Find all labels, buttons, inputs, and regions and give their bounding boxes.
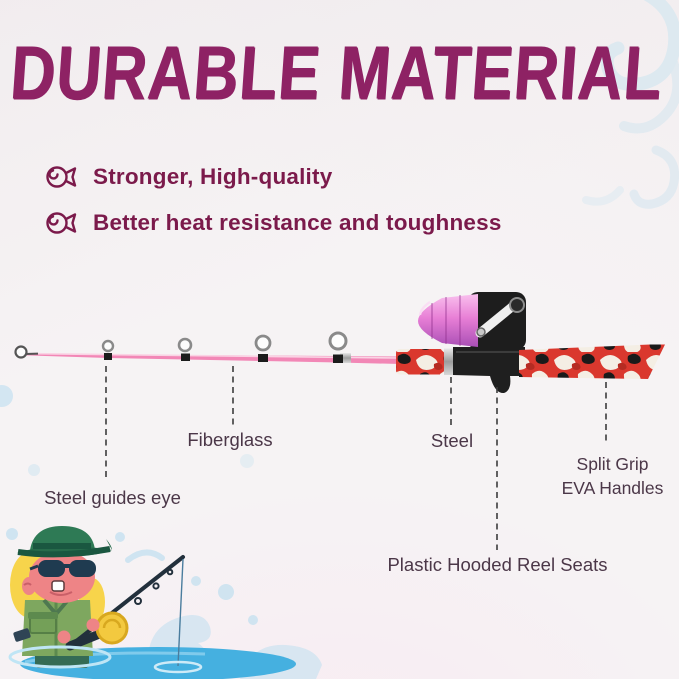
toy-rod bbox=[57, 555, 185, 651]
steel-guide-eye bbox=[101, 339, 115, 360]
toy-reel bbox=[95, 611, 129, 645]
feature-label: Stronger, High-quality bbox=[93, 163, 333, 189]
reel-cone bbox=[418, 294, 478, 347]
rod-guides bbox=[101, 331, 348, 363]
plastic-reel-seat bbox=[453, 347, 525, 394]
bucket-hat bbox=[17, 526, 112, 558]
feature-item: Stronger, High-quality bbox=[44, 160, 502, 193]
rod-blank bbox=[25, 352, 401, 364]
front-eva-grip bbox=[396, 348, 453, 375]
hand bbox=[86, 618, 100, 632]
fish-icon bbox=[46, 165, 77, 188]
feature-item: Better heat resistance and toughness bbox=[44, 206, 502, 239]
reel-handle-knob bbox=[509, 297, 525, 313]
callout-lines bbox=[105, 366, 607, 550]
label-steel-guides-eye: Steel guides eye bbox=[44, 487, 181, 508]
rod-tip-eye bbox=[14, 345, 39, 359]
ripple bbox=[153, 660, 203, 674]
hand bbox=[57, 630, 71, 644]
page-title: DURABLE MATERIAL bbox=[7, 31, 666, 116]
label-steel: Steel bbox=[430, 430, 474, 451]
label-split-grip-line1: Split Grip bbox=[576, 454, 649, 474]
fishing-line bbox=[177, 558, 184, 667]
label-split-grip-line2: EVA Handles bbox=[561, 477, 664, 498]
corner-swirl-ornament bbox=[582, 0, 679, 209]
sunglasses bbox=[29, 560, 96, 577]
background-bubble bbox=[0, 385, 13, 407]
rod-ferrule bbox=[340, 353, 351, 363]
label-fiberglass: Fiberglass bbox=[187, 429, 273, 450]
fisher-girl bbox=[8, 526, 203, 674]
label-split-grip: Split Grip EVA Handles bbox=[530, 453, 679, 500]
steel-guide-eye bbox=[328, 331, 348, 363]
ear bbox=[22, 577, 36, 595]
steel-ring bbox=[444, 348, 453, 375]
net-handle bbox=[13, 628, 31, 642]
label-plastic-hooded-reel-seats: Plastic Hooded Reel Seats bbox=[387, 554, 608, 575]
mouth-tooth bbox=[51, 580, 65, 592]
rear-eva-grip bbox=[519, 344, 665, 379]
steel-guide-eye bbox=[177, 337, 193, 361]
feature-list: Stronger, High-quality Better heat resis… bbox=[44, 160, 502, 252]
fishing-rod-illustration bbox=[0, 292, 665, 550]
steel-guide-eye bbox=[254, 334, 272, 362]
background-bubble bbox=[240, 454, 254, 468]
spincast-reel bbox=[418, 292, 526, 350]
reel-handle-arm bbox=[475, 301, 518, 338]
background-bubble bbox=[28, 464, 40, 476]
cartoon-fisher-girl bbox=[6, 526, 322, 679]
feature-label: Better heat resistance and toughness bbox=[93, 209, 502, 235]
ripple bbox=[8, 645, 112, 669]
fish-icon bbox=[46, 211, 77, 234]
